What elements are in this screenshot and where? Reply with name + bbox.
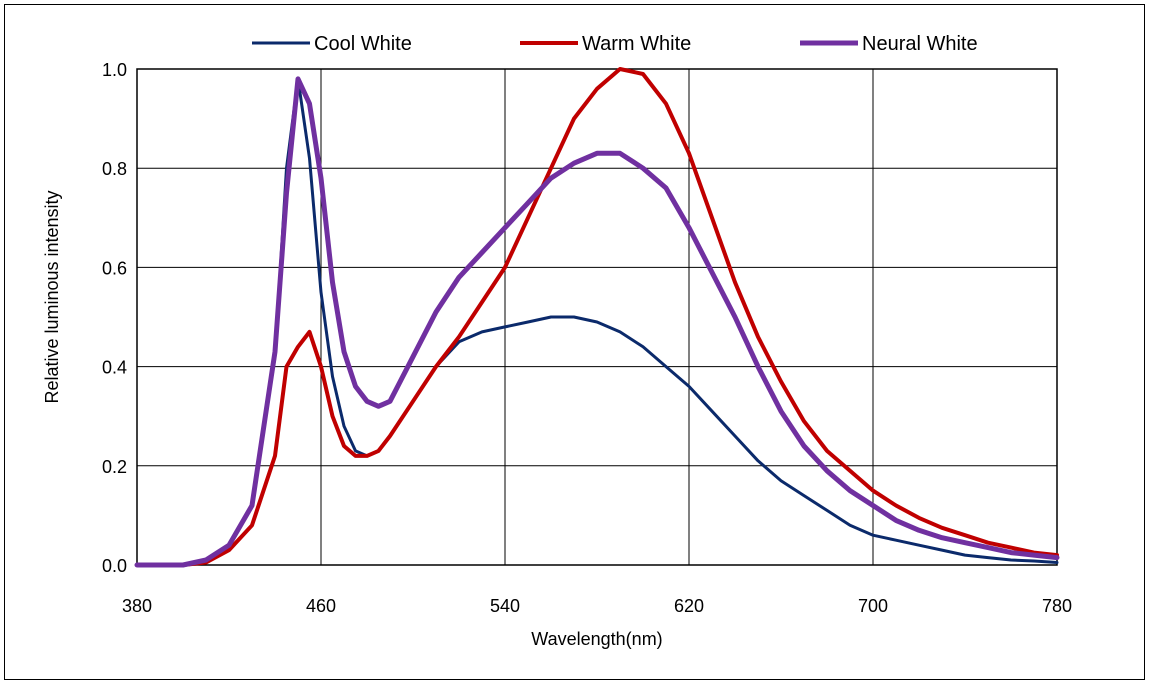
x-tick-label: 620 (674, 596, 704, 616)
x-tick-label: 540 (490, 596, 520, 616)
legend-label: Cool White (314, 33, 412, 55)
y-axis-label: Relative luminous intensity (42, 190, 62, 403)
legend-label: Warm White (582, 33, 691, 55)
series-line-warm-white (137, 69, 1057, 565)
y-tick-labels: 0.0 0.2 0.4 0.6 0.8 1.0 (102, 60, 127, 576)
y-tick-label: 0.4 (102, 358, 127, 378)
y-tick-label: 0.0 (102, 556, 127, 576)
x-tick-labels: 380 460 540 620 700 780 (122, 596, 1072, 616)
x-axis-label: Wavelength(nm) (531, 629, 662, 649)
gridlines (137, 69, 1057, 565)
x-tick-label: 700 (858, 596, 888, 616)
y-tick-label: 0.8 (102, 159, 127, 179)
legend-label: Neural White (862, 33, 978, 55)
legend: Cool White Warm White Neural White (252, 33, 978, 55)
y-tick-label: 0.2 (102, 457, 127, 477)
x-tick-label: 380 (122, 596, 152, 616)
y-tick-label: 1.0 (102, 60, 127, 80)
y-tick-label: 0.6 (102, 258, 127, 278)
x-tick-label: 460 (306, 596, 336, 616)
plot-area (137, 69, 1057, 565)
series-lines (137, 69, 1057, 565)
x-tick-label: 780 (1042, 596, 1072, 616)
